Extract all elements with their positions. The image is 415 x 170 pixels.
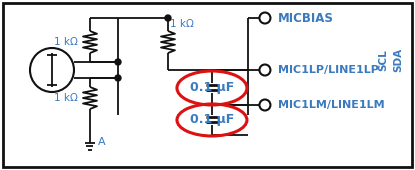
Text: A: A (98, 137, 105, 147)
Text: SCL: SCL (378, 49, 388, 71)
Circle shape (165, 15, 171, 21)
Text: MICBIAS: MICBIAS (278, 12, 334, 24)
Text: 1 kΩ: 1 kΩ (54, 93, 78, 103)
Text: MIC1LM/LINE1LM: MIC1LM/LINE1LM (278, 100, 385, 110)
Text: 0.1 μF: 0.1 μF (190, 114, 234, 126)
Text: 0.1 μF: 0.1 μF (190, 81, 234, 95)
Circle shape (115, 59, 121, 65)
Text: 1 kΩ: 1 kΩ (54, 37, 78, 47)
Circle shape (115, 75, 121, 81)
FancyBboxPatch shape (3, 3, 412, 167)
Text: SDA: SDA (393, 48, 403, 72)
Text: MIC1LP/LINE1LP: MIC1LP/LINE1LP (278, 65, 379, 75)
Text: 1 kΩ: 1 kΩ (170, 19, 194, 29)
